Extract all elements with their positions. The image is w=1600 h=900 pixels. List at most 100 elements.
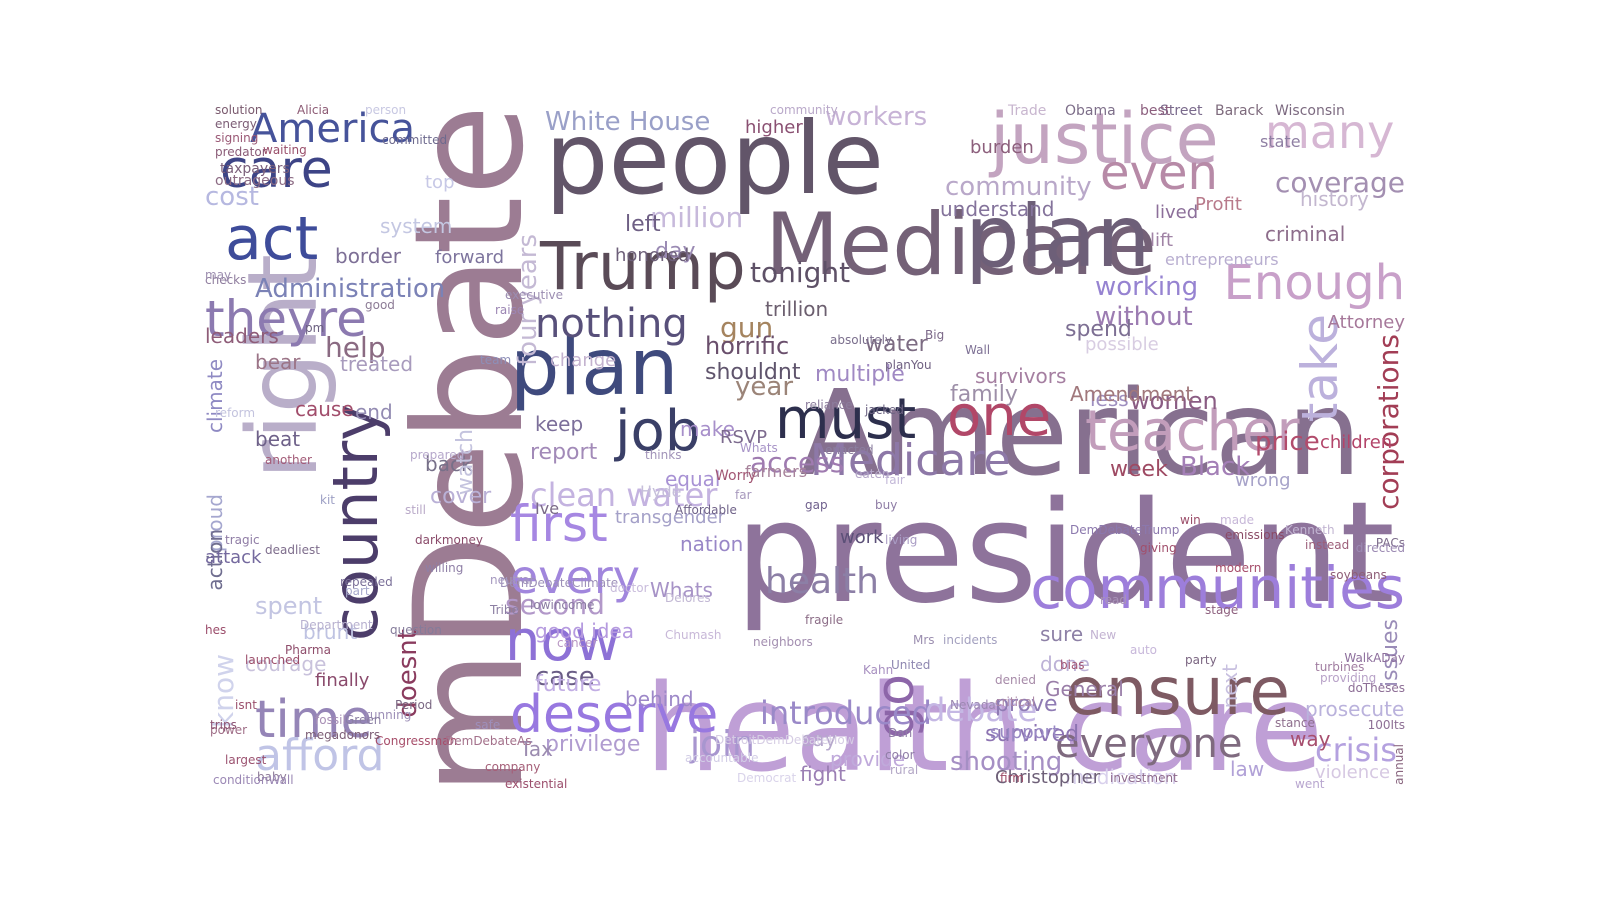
cloud-word: health care xyxy=(645,660,1324,790)
cloud-word: behind xyxy=(625,687,694,711)
cloud-word: back xyxy=(425,452,473,476)
cloud-word: change xyxy=(550,350,617,371)
cloud-word: health xyxy=(765,561,879,602)
cloud-word: attack xyxy=(205,547,262,568)
cloud-word: soybeans xyxy=(1330,568,1387,582)
cloud-word: repealed xyxy=(340,575,393,589)
cloud-word: transgender xyxy=(615,507,726,528)
cloud-word: future xyxy=(535,672,602,697)
cloud-word: justice xyxy=(990,104,1219,180)
cloud-word: community xyxy=(770,104,838,117)
cloud-word: made xyxy=(1220,513,1255,527)
cloud-word: Tribe xyxy=(490,603,519,617)
cloud-word: question xyxy=(390,623,442,637)
cloud-word: buy xyxy=(875,498,898,512)
cloud-word: still xyxy=(405,503,426,517)
cloud-word: prosecute xyxy=(1305,697,1405,721)
cloud-word: system xyxy=(380,214,453,238)
cloud-word: largest xyxy=(225,753,267,767)
cloud-word: another xyxy=(265,453,312,467)
cloud-word: plan xyxy=(510,323,679,413)
cloud-word: Wisconsin xyxy=(1275,104,1345,119)
cloud-word: lowincome xyxy=(530,598,595,612)
cloud-word: stage xyxy=(1205,603,1239,617)
cloud-word: jacked xyxy=(865,403,904,417)
cloud-word: instead xyxy=(1305,538,1350,552)
cloud-word: everyone xyxy=(1055,721,1243,767)
cloud-word: possible xyxy=(1085,334,1159,355)
cloud-word: keep xyxy=(535,412,584,436)
cloud-word: reliance xyxy=(805,398,853,412)
cloud-word: leaders xyxy=(205,324,279,348)
cloud-word: border xyxy=(335,244,402,268)
cloud-word: good idea xyxy=(535,619,635,643)
cloud-word: law xyxy=(1230,757,1265,781)
cloud-word: first xyxy=(510,495,608,553)
cloud-word: second xyxy=(505,588,605,621)
cloud-word: plan xyxy=(965,187,1151,287)
cloud-word: reform xyxy=(215,406,256,420)
cloud-word: Worry xyxy=(715,468,757,484)
cloud-word: know xyxy=(207,654,240,728)
cloud-word: communities xyxy=(1030,554,1405,622)
cloud-word: report xyxy=(530,440,598,465)
cloud-word: president xyxy=(735,472,1395,635)
cloud-word: predator xyxy=(215,145,267,159)
cloud-word: Affordable xyxy=(675,503,737,517)
cloud-word: Wall xyxy=(965,343,991,357)
cloud-word: Kenneth xyxy=(1285,523,1335,537)
cloud-word: Green xyxy=(345,713,382,727)
cloud-word: solution xyxy=(215,104,263,117)
cloud-word: United xyxy=(891,658,931,672)
cloud-word: Mrs xyxy=(913,633,935,647)
cloud-word: criminal xyxy=(1265,222,1346,246)
cloud-word: week xyxy=(1110,457,1168,482)
cloud-word: gun xyxy=(720,311,774,344)
cloud-word: teacher xyxy=(1085,399,1300,464)
cloud-word: country xyxy=(319,404,392,642)
cloud-word: theyre xyxy=(205,290,367,348)
cloud-word: entrepreneurs xyxy=(1165,250,1279,269)
cloud-word: Alicia xyxy=(297,104,330,117)
cloud-word: directed xyxy=(1355,541,1405,555)
cloud-word: prove xyxy=(995,692,1058,717)
cloud-word: annual xyxy=(1392,744,1405,785)
cloud-word: Hyde xyxy=(640,482,682,501)
cloud-word: PACs xyxy=(1375,536,1405,550)
cloud-word: care xyxy=(220,140,333,200)
cloud-word: person xyxy=(365,104,407,117)
cloud-word: now xyxy=(505,609,621,674)
cloud-word: courage xyxy=(245,652,327,676)
cloud-word: megadonors xyxy=(305,728,381,742)
cloud-word: doTheses xyxy=(1347,681,1405,695)
cloud-word: job xyxy=(615,399,701,464)
cloud-word: color xyxy=(885,748,915,762)
cloud-word: baby xyxy=(257,770,287,784)
cloud-word: New xyxy=(1090,628,1117,642)
cloud-word: good xyxy=(365,298,395,312)
cloud-word: Ive xyxy=(535,499,560,518)
cloud-word: Dan xyxy=(888,726,913,740)
cloud-word: people xyxy=(545,104,884,217)
cloud-word: history xyxy=(1300,187,1369,211)
cloud-word: nothing xyxy=(535,301,688,347)
cloud-word: emissions xyxy=(1225,528,1285,542)
cloud-word: coverage xyxy=(1275,166,1405,199)
cloud-word: violence xyxy=(1315,762,1391,783)
cloud-word: Administration xyxy=(255,274,446,304)
cloud-word: willing xyxy=(425,561,464,575)
cloud-word: thinks xyxy=(645,448,682,462)
cloud-word: debate xyxy=(925,691,1038,729)
cloud-word: Tax xyxy=(520,737,553,761)
cloud-word: must xyxy=(775,387,917,452)
cloud-word: WalkADay xyxy=(1344,651,1405,665)
cloud-word: signing xyxy=(215,131,259,145)
cloud-word: Whats xyxy=(650,578,713,602)
cloud-word: million xyxy=(650,201,744,234)
cloud-word: watch xyxy=(453,429,478,496)
cloud-word: company xyxy=(485,760,541,774)
cloud-word: honored xyxy=(615,245,690,266)
cloud-word: Democrat xyxy=(737,771,797,785)
cloud-word: DemDebateClimate xyxy=(500,576,619,590)
cloud-word: win xyxy=(1180,513,1201,527)
